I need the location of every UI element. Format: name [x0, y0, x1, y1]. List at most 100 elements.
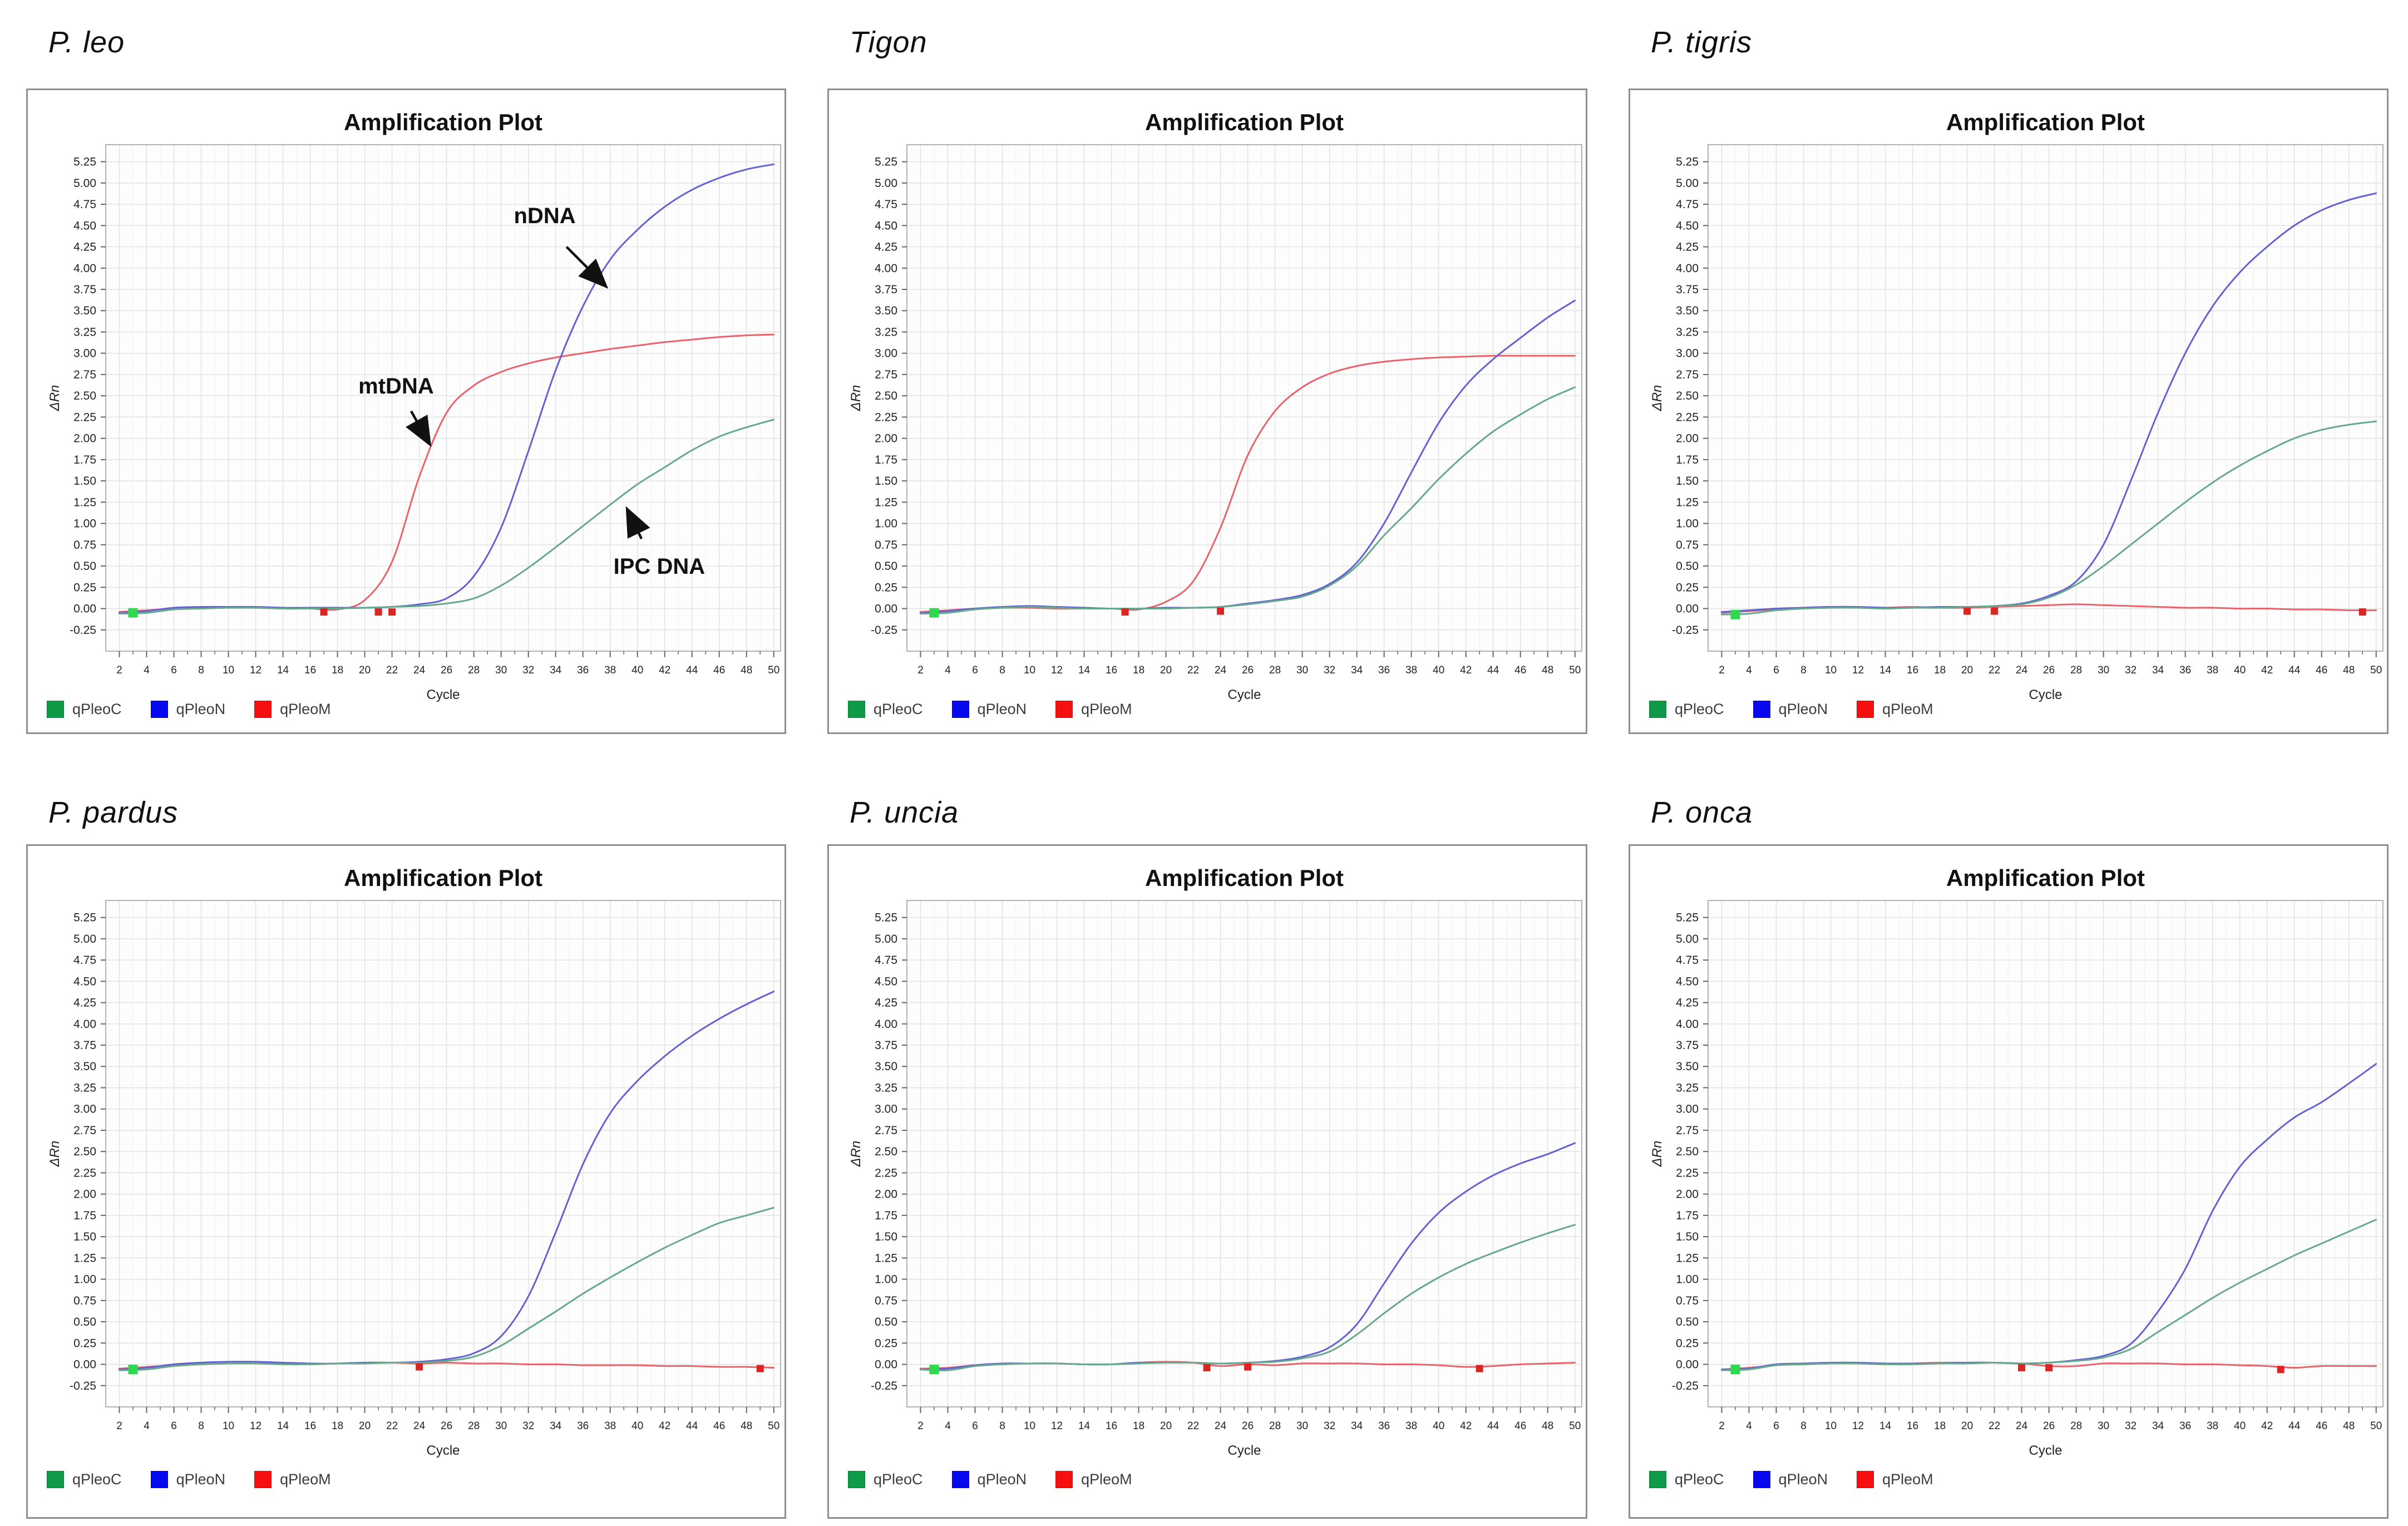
x-tick-label: 12 [250, 664, 261, 676]
x-tick-label: 46 [2316, 664, 2327, 676]
x-tick-label: 12 [1051, 1420, 1063, 1432]
y-tick-label: 3.25 [73, 1081, 96, 1094]
y-tick-label: 1.50 [73, 475, 96, 488]
x-tick-label: 50 [1569, 664, 1581, 676]
x-tick-label: 8 [999, 1420, 1005, 1432]
x-tick-label: 6 [972, 1420, 978, 1432]
x-tick-label: 20 [1160, 1420, 1172, 1432]
y-tick-label: 4.50 [1676, 975, 1699, 988]
y-tick-label: 5.25 [875, 156, 897, 169]
legend-label: qPleoM [280, 701, 331, 717]
y-tick-label: 1.50 [73, 1230, 96, 1243]
legend-label: qPleoC [874, 1471, 923, 1488]
legend-label: qPleoN [176, 1471, 226, 1488]
well-marker [2018, 1364, 2026, 1372]
y-axis-label: ΔRn [848, 385, 863, 412]
y-tick-label: 1.75 [1676, 454, 1699, 466]
y-tick-label: 4.75 [1676, 954, 1699, 967]
plot-title: Amplification Plot [344, 109, 542, 135]
y-tick-label: 2.25 [875, 411, 897, 424]
y-tick-label: 2.25 [875, 1166, 897, 1179]
x-tick-label: 50 [768, 664, 779, 676]
legend-swatch-icon [1055, 701, 1073, 718]
x-tick-label: 48 [741, 1420, 752, 1432]
x-tick-label: 46 [713, 1420, 725, 1432]
y-tick-label: 2.25 [73, 411, 96, 424]
x-axis-label: Cycle [2029, 1443, 2062, 1458]
x-tick-label: 18 [332, 1420, 343, 1432]
y-tick-label: 0.25 [875, 1337, 897, 1350]
x-tick-label: 30 [2098, 664, 2109, 676]
x-tick-label: 32 [522, 1420, 534, 1432]
y-tick-label: 1.50 [875, 475, 897, 488]
legend-swatch-icon [150, 701, 168, 718]
y-tick-label: 1.50 [1676, 1230, 1699, 1243]
y-tick-label: 0.00 [875, 1358, 897, 1371]
x-tick-label: 28 [1269, 664, 1281, 676]
y-tick-label: 5.00 [73, 177, 96, 190]
well-marker [929, 608, 939, 618]
y-tick-label: 3.50 [875, 304, 897, 317]
y-tick-label: -0.25 [1672, 624, 1699, 637]
chart-legend: qPleoC qPleoN qPleoM [848, 701, 1132, 718]
x-tick-label: 44 [1487, 1420, 1499, 1432]
y-tick-label: 3.75 [875, 283, 897, 296]
legend-swatch-icon [47, 1471, 64, 1488]
legend-item-qPleoN: qPleoN [951, 1471, 1027, 1488]
well-marker [756, 1365, 764, 1372]
y-tick-label: 0.50 [73, 560, 96, 573]
amplification-chart: -0.25 0.00 0.25 0.50 0.75 1.00 1.25 1.50 1.75 2.0… [28, 895, 784, 1474]
y-tick-label: 1.00 [875, 518, 897, 530]
x-tick-label: 34 [1351, 1420, 1363, 1432]
x-tick-label: 26 [1242, 1420, 1254, 1432]
amplification-panel: Amplification Plot -0.25 0.00 0.25 0.50 0.75… [827, 88, 1587, 734]
well-marker [1730, 609, 1740, 619]
panel-cell-p-onca: P. onca Amplification Plot -0.25 0.00 0.25… [1629, 795, 2389, 1519]
legend-swatch-icon [951, 701, 969, 718]
well-marker [1121, 608, 1129, 616]
x-tick-label: 6 [972, 664, 978, 676]
x-tick-label: 44 [2288, 664, 2301, 676]
y-tick-label: -0.25 [70, 1380, 96, 1392]
well-marker [1217, 607, 1225, 615]
y-tick-label: 1.25 [73, 1252, 96, 1264]
y-tick-label: 2.00 [73, 432, 96, 445]
x-tick-label: 12 [1051, 664, 1063, 676]
y-tick-label: 4.75 [73, 198, 96, 211]
x-tick-label: 32 [522, 664, 534, 676]
y-tick-label: 2.75 [875, 1124, 897, 1137]
y-tick-label: 0.75 [875, 1294, 897, 1307]
x-tick-label: 10 [1024, 1420, 1035, 1432]
y-tick-label: 4.00 [875, 262, 897, 275]
legend-swatch-icon [1753, 701, 1770, 718]
legend-label: qPleoN [1778, 701, 1828, 717]
well-marker [929, 1365, 939, 1375]
y-tick-label: 3.50 [73, 1060, 96, 1073]
y-tick-label: 4.00 [73, 262, 96, 275]
amplification-panel: Amplification Plot -0.25 0.00 0.25 0.50 0.75… [26, 844, 786, 1519]
legend-label: qPleoC [1675, 1471, 1724, 1488]
x-tick-label: 16 [1907, 1420, 1918, 1432]
x-tick-label: 14 [1078, 664, 1090, 676]
legend-item-qPleoN: qPleoN [150, 1471, 226, 1488]
x-tick-label: 32 [1324, 664, 1335, 676]
x-tick-label: 30 [495, 664, 507, 676]
x-tick-label: 46 [713, 664, 725, 676]
x-tick-label: 18 [1133, 1420, 1144, 1432]
x-tick-label: 38 [1405, 1420, 1417, 1432]
x-tick-label: 34 [2152, 1420, 2164, 1432]
well-marker [1244, 1363, 1252, 1371]
y-tick-label: -0.25 [871, 1380, 897, 1392]
x-tick-label: 48 [1542, 664, 1553, 676]
y-tick-label: 2.50 [875, 390, 897, 402]
y-tick-label: 3.50 [1676, 1060, 1699, 1073]
y-tick-label: 4.75 [875, 954, 897, 967]
y-tick-label: 2.00 [73, 1188, 96, 1201]
x-tick-label: 34 [550, 1420, 562, 1432]
y-tick-label: 2.00 [875, 1188, 897, 1201]
y-tick-label: 1.00 [73, 518, 96, 530]
y-tick-label: 2.25 [1676, 1166, 1699, 1179]
x-tick-label: 22 [386, 1420, 398, 1432]
amplification-panel: Amplification Plot -0.25 0.00 0.25 0.50 0.75… [827, 844, 1587, 1519]
panel-cell-tigon: Tigon Amplification Plot -0.25 0.00 0.25 0.… [827, 24, 1587, 734]
